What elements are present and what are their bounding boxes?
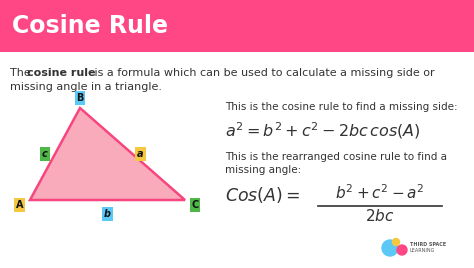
Text: This is the cosine rule to find a missing side:: This is the cosine rule to find a missin…: [225, 102, 457, 112]
Text: cosine rule: cosine rule: [27, 68, 95, 78]
Text: LEARNING: LEARNING: [410, 248, 436, 253]
Text: a: a: [137, 149, 144, 159]
Text: $Cos(A) =$: $Cos(A) =$: [225, 185, 301, 205]
Text: is a formula which can be used to calculate a missing side or: is a formula which can be used to calcul…: [91, 68, 435, 78]
Text: $2bc$: $2bc$: [365, 208, 395, 224]
Text: $a^2 = b^2 + c^2 - 2bc\,cos(A)$: $a^2 = b^2 + c^2 - 2bc\,cos(A)$: [225, 120, 421, 141]
Text: A: A: [16, 200, 24, 210]
FancyBboxPatch shape: [0, 0, 474, 52]
Circle shape: [382, 240, 398, 256]
Text: THIRD SPACE: THIRD SPACE: [410, 242, 446, 247]
Text: $b^2 + c^2 - a^2$: $b^2 + c^2 - a^2$: [335, 183, 425, 202]
Text: missing angle in a triangle.: missing angle in a triangle.: [10, 82, 162, 92]
Text: The: The: [10, 68, 34, 78]
Text: This is the rearranged cosine rule to find a: This is the rearranged cosine rule to fi…: [225, 152, 447, 162]
Text: B: B: [76, 93, 84, 103]
Text: c: c: [42, 149, 48, 159]
Text: C: C: [191, 200, 199, 210]
Circle shape: [392, 239, 400, 245]
Circle shape: [397, 245, 407, 255]
Text: missing angle:: missing angle:: [225, 165, 301, 175]
Polygon shape: [30, 108, 185, 200]
Text: b: b: [104, 209, 111, 219]
Text: Cosine Rule: Cosine Rule: [12, 14, 168, 38]
